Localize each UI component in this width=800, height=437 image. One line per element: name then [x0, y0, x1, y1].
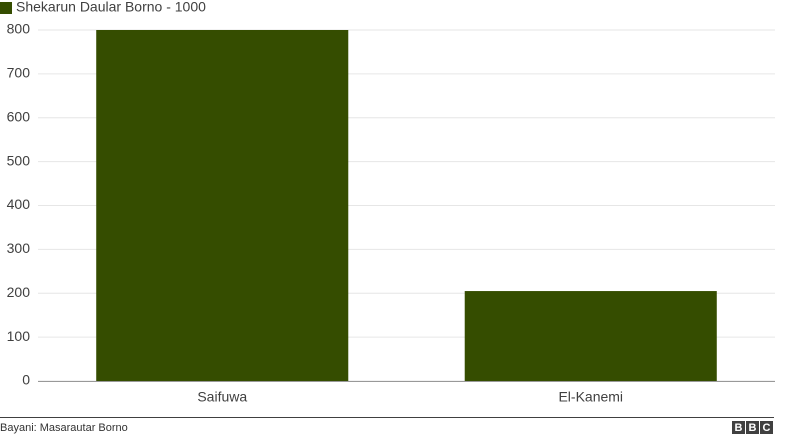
y-tick-label: 100 [7, 328, 31, 344]
logo-letter: B [749, 422, 757, 434]
y-tick-label: 200 [7, 284, 31, 300]
bar [464, 291, 717, 381]
logo-box [760, 421, 773, 434]
bar [96, 30, 349, 381]
y-tick-label: 300 [7, 240, 31, 256]
x-tick-label: Saifuwa [197, 389, 247, 405]
logo-box [746, 421, 759, 434]
y-tick-label: 800 [7, 21, 31, 37]
y-tick-label: 500 [7, 152, 31, 168]
source: Bayani: Masarautar Borno [0, 422, 128, 434]
y-tick-label: 600 [7, 108, 31, 124]
logo-box [732, 421, 745, 434]
legend-label: Shekarun Daular Borno - 1000 [16, 0, 206, 15]
y-tick-label: 0 [22, 372, 30, 388]
logo-letter: C [763, 422, 771, 434]
x-tick-label: El-Kanemi [558, 389, 623, 405]
logo-letter: B [735, 422, 743, 434]
legend-swatch [0, 2, 12, 14]
y-tick-label: 400 [7, 196, 31, 212]
y-tick-label: 700 [7, 65, 31, 81]
